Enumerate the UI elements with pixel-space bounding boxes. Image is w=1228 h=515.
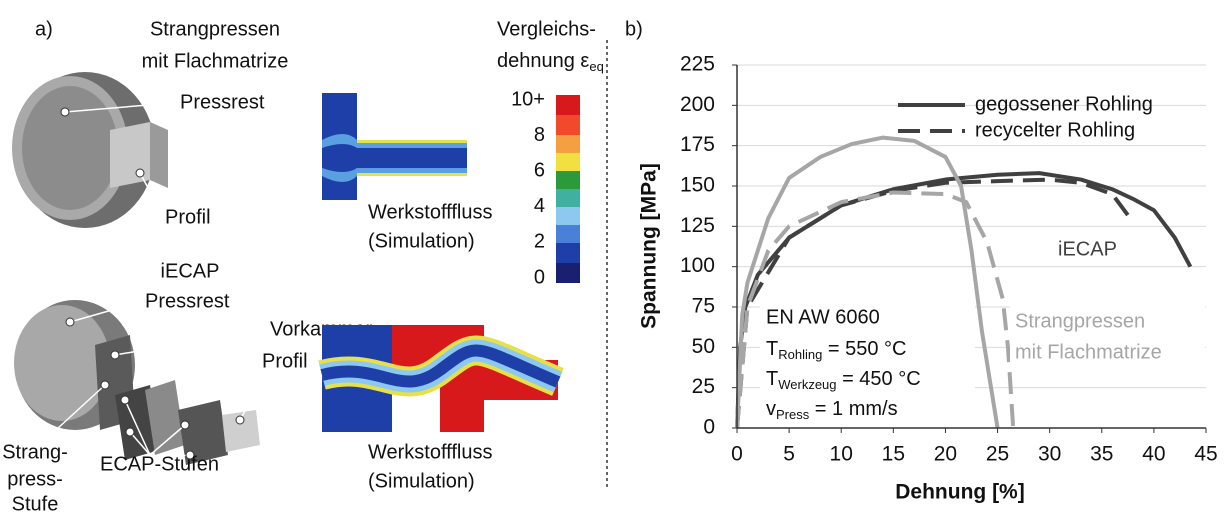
colorbar-label: 8 <box>534 124 545 146</box>
y-tick-label: 200 <box>680 93 715 116</box>
caption: Werkstofffluss <box>368 201 493 223</box>
caption: (Simulation) <box>368 470 475 492</box>
caption: Werkstofffluss <box>368 441 493 463</box>
x-tick-label: 5 <box>783 443 795 466</box>
y-tick-label: 125 <box>680 214 715 237</box>
colorbar-title: Vergleichs- <box>497 18 596 40</box>
symbol: v <box>766 398 776 420</box>
annotation: EN AW 6060 <box>766 306 880 328</box>
y-tick-label: 150 <box>680 174 715 197</box>
x-tick-label: 30 <box>1038 443 1061 466</box>
x-tick-label: 40 <box>1142 443 1165 466</box>
y-tick-label: 50 <box>692 335 715 358</box>
y-tick-label: 100 <box>680 254 715 277</box>
colorbar-label: 4 <box>534 195 545 217</box>
x-tick-label: 20 <box>934 443 957 466</box>
y-axis-title: Spannung [MPa] <box>638 163 661 329</box>
simulation-image <box>322 325 558 432</box>
photo-label: Profil <box>262 350 308 372</box>
photo <box>12 72 172 228</box>
section-title: iECAP <box>161 260 220 282</box>
symbol: T <box>766 368 778 390</box>
photo-label: Stufe <box>12 493 59 515</box>
y-tick-label: 225 <box>680 53 715 76</box>
x-tick-label: 0 <box>731 443 743 466</box>
y-tick-label: 75 <box>692 295 715 318</box>
annotation: iECAP <box>1058 238 1117 260</box>
annotation: mit Flachmatrize <box>1015 341 1162 363</box>
x-tick-label: 25 <box>986 443 1009 466</box>
text: = 1 mm/s <box>809 398 897 420</box>
panel-label: a) <box>35 18 53 40</box>
photo-label: Profil <box>165 206 211 228</box>
legend-label: gegossener Rohling <box>975 93 1153 115</box>
annotation: Strangpressen <box>1015 310 1145 332</box>
text: dehnung ε <box>497 50 589 72</box>
x-tick-label: 15 <box>882 443 905 466</box>
colorbar-label: 6 <box>534 159 545 181</box>
text: = 450 °C <box>837 368 921 390</box>
y-tick-label: 25 <box>692 375 715 398</box>
subscript: Press <box>776 407 810 422</box>
subscript: Rohling <box>778 347 822 362</box>
photo <box>14 300 265 465</box>
legend-label: recycelter Rohling <box>975 119 1135 141</box>
caption: (Simulation) <box>368 230 475 252</box>
x-tick-label: 45 <box>1194 443 1217 466</box>
x-tick-label: 10 <box>830 443 853 466</box>
simulation-image <box>322 93 467 200</box>
text: = 550 °C <box>822 338 906 360</box>
colorbar-title: dehnung εeq <box>497 50 604 74</box>
panel-label: b) <box>625 18 643 40</box>
photo-label: Pressrest <box>180 91 265 113</box>
photo-label: press- <box>7 468 63 490</box>
colorbar-label: 2 <box>534 231 545 253</box>
symbol: T <box>766 338 778 360</box>
colorbar-label: 0 <box>534 266 545 288</box>
colorbar <box>556 95 580 283</box>
photo-label: Pressrest <box>145 290 230 312</box>
photo-label: ECAP-Stufen <box>100 453 219 475</box>
section-title: Strangpressen <box>150 18 280 40</box>
subscript: eq <box>589 59 603 74</box>
y-tick-label: 0 <box>703 416 715 439</box>
x-axis-title: Dehnung [%] <box>895 481 1024 504</box>
colorbar-label: 10+ <box>511 88 545 110</box>
x-tick-label: 35 <box>1090 443 1113 466</box>
section-title: mit Flachmatrize <box>142 50 289 72</box>
photo-label: Strang- <box>2 441 68 463</box>
subscript: Werkzeug <box>778 377 836 392</box>
figure: a) Strangpressen mit Flachmatrize Vergle… <box>0 0 1228 515</box>
y-tick-label: 175 <box>680 133 715 156</box>
